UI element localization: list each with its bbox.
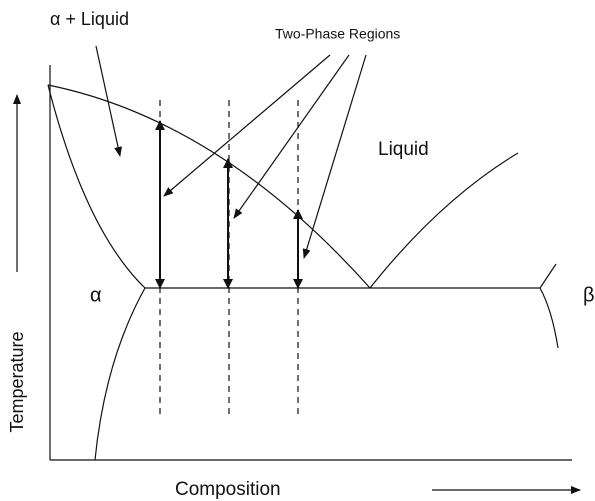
- pointer-arrow: [95, 45, 122, 157]
- liquid-label: Liquid: [378, 139, 429, 160]
- x-axis-label: Composition: [175, 479, 281, 500]
- y-axis-label: Temperature: [7, 331, 27, 432]
- beta-label: β: [583, 284, 595, 306]
- alpha-label: α: [90, 284, 102, 306]
- liquidus-left: [47, 84, 371, 289]
- solidus-left: [47, 84, 146, 289]
- solvus-right: [539, 263, 559, 349]
- alpha-liquid-label: α + Liquid: [50, 9, 129, 29]
- pointer-arrow: [163, 54, 331, 197]
- pointer-arrow: [302, 54, 367, 259]
- liquidus-right: [369, 152, 519, 289]
- solvus-left: [94, 287, 146, 461]
- pointer-arrow: [233, 54, 350, 219]
- two-phase-label: Two-Phase Regions: [275, 26, 400, 42]
